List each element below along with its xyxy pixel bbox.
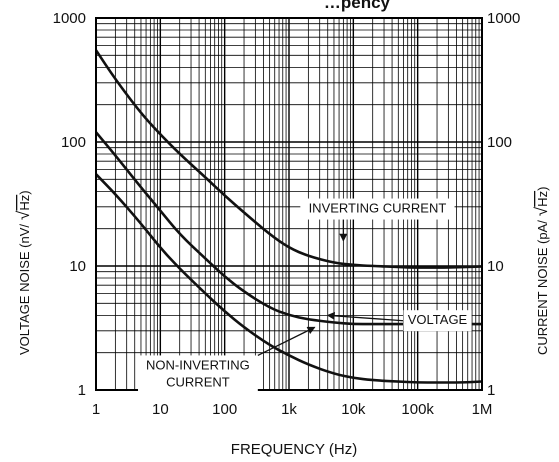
y-axis-title-text: CURRENT NOISE (pA/ √Hz): [532, 187, 551, 355]
annotation-noninverting: NON-INVERTING CURRENT: [138, 326, 316, 394]
y-tick-label-left: 10: [69, 258, 86, 275]
annotation-arrow: [326, 311, 404, 322]
y-axis-title-prefix: VOLTAGE NOISE (nV/: [17, 224, 32, 355]
noise-curve-3: [95, 173, 483, 384]
chart-title: …pency: [324, 0, 391, 12]
y-tick-label-right: 1: [487, 382, 495, 399]
annotations: INVERTING CURRENT VOLTAGE NON-INVERTING CUR…: [138, 198, 472, 394]
annotation-box: [403, 310, 472, 332]
grid: [95, 18, 482, 391]
annotation-box: [138, 355, 258, 394]
y-tick-label-left: 1: [78, 382, 86, 399]
radical-sign: √: [532, 206, 551, 216]
x-tick-label: 100: [212, 401, 237, 418]
x-tick-label: 100k: [401, 401, 434, 418]
y-axis-title-right: CURRENT NOISE (pA/ √Hz): [532, 187, 551, 355]
y-axis-title-text: VOLTAGE NOISE (nV/ √Hz): [14, 190, 33, 355]
x-tick-label: 1: [92, 401, 100, 418]
y-axis-title-suffix: ): [17, 190, 32, 194]
x-tick-label: 10k: [341, 401, 366, 418]
y-axis-title-prefix: CURRENT NOISE (pA/: [535, 220, 550, 355]
plot-frame: [95, 17, 483, 391]
annotation-voltage: VOLTAGE: [326, 310, 472, 332]
x-tick-labels: 1 10 100 1k 10k 100k 1M: [92, 401, 493, 418]
annotation-inverting: INVERTING CURRENT: [300, 198, 455, 242]
annotation-box: [300, 198, 455, 220]
y-axis-title-left: VOLTAGE NOISE (nV/ √Hz): [14, 190, 33, 355]
radical-sign: √: [14, 210, 33, 220]
y-axis-title-suffix: ): [535, 187, 550, 191]
annotation-label: INVERTING CURRENT: [309, 201, 447, 216]
y-tick-label-left: 100: [61, 134, 86, 151]
y-tick-label-right: 10: [487, 258, 504, 275]
y-axis-title-radicand: Hz: [535, 191, 550, 207]
y-tick-label-right: 100: [487, 134, 512, 151]
annotation-arrow: [257, 326, 316, 357]
y-axis-title-radicand: Hz: [17, 195, 32, 211]
y-tick-labels-right: 1 10 100 1000: [487, 10, 520, 399]
annotation-label: NON-INVERTING: [146, 357, 250, 372]
noise-curve-1: [94, 49, 483, 269]
annotation-label: VOLTAGE: [408, 312, 468, 327]
x-axis-title: FREQUENCY (Hz): [231, 441, 357, 458]
y-tick-label-left: 1000: [53, 10, 86, 27]
annotation-label: CURRENT: [166, 374, 230, 389]
x-tick-label: 1M: [472, 401, 493, 418]
x-tick-label: 1k: [281, 401, 297, 418]
y-tick-labels-left: 1 10 100 1000: [53, 10, 86, 399]
y-tick-label-right: 1000: [487, 10, 520, 27]
x-tick-label: 10: [152, 401, 169, 418]
